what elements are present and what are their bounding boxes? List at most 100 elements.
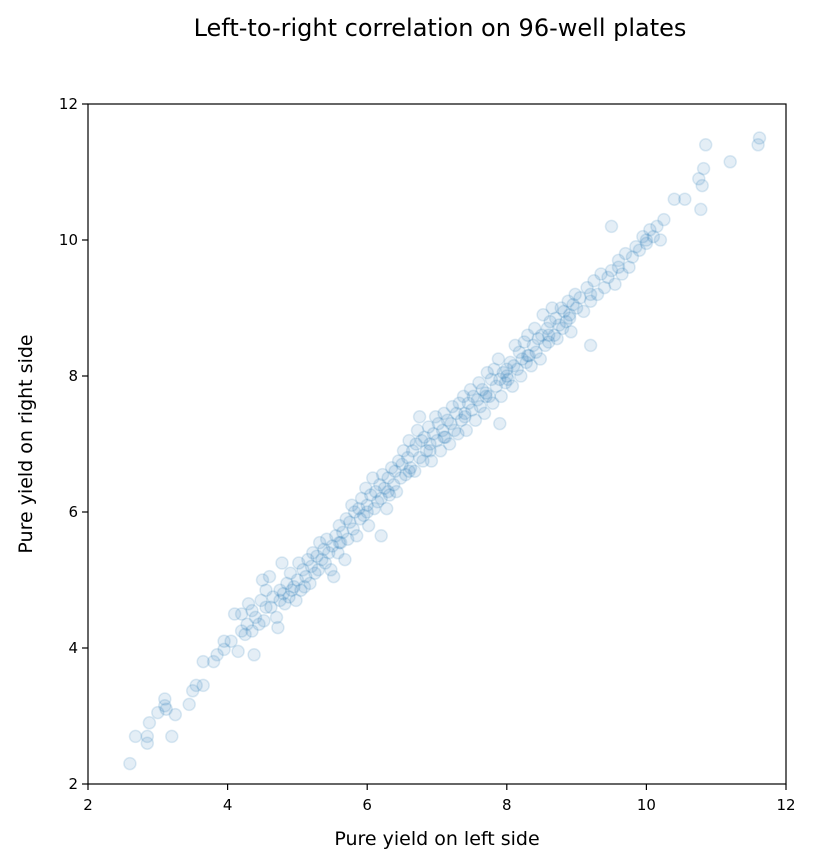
scatter-point [319,532,334,546]
scatter-point [531,331,545,346]
scatter-point [210,648,224,662]
scatter-point [692,172,706,186]
scatter-point [158,699,172,713]
scatter-point [356,508,371,523]
scatter-point [234,607,249,621]
scatter-point [340,532,355,546]
scatter-point [608,277,622,291]
scatter-point [452,396,467,410]
scatter-point [361,518,376,533]
scatter-point [217,634,231,648]
scatter-point [554,301,568,315]
scatter-point [611,260,626,274]
scatter-point [678,192,692,206]
scatter-point [519,355,534,370]
scatter-point [472,376,486,390]
scatter-point [456,389,471,404]
scatter-point [503,355,518,370]
scatter-point [548,311,563,325]
scatter-point [423,444,437,458]
scatter-point [398,467,413,482]
scatter-point [381,484,395,499]
scatter-point [303,576,317,591]
scatter-point [440,413,455,427]
scatter-point [359,481,373,495]
x-tick-label: 6 [362,796,372,814]
scatter-point [409,437,423,451]
scatter-point [416,454,430,468]
scatter-point [333,535,348,550]
scatter-point [477,406,492,421]
scatter-point [245,624,259,638]
scatter-point [151,705,165,720]
scatter-point [269,610,284,625]
scatter-point [285,583,299,597]
scatter-point [564,325,578,339]
scatter-point [625,250,640,264]
scatter-point [377,481,392,495]
scatter-point [360,498,374,512]
scatter-point [510,362,525,376]
scatter-point [400,450,415,465]
x-tick-label: 8 [502,796,512,814]
y-tick-label: 2 [68,775,78,793]
scatter-point [540,321,555,336]
scatter-point [562,311,577,325]
scatter-point [322,546,336,560]
scatter-point [437,430,451,444]
scatter-point [381,471,395,485]
scatter-point [555,321,570,336]
scatter-point [466,389,481,404]
plot-frame [87,103,787,785]
scatter-point [248,610,263,625]
scatter-point [473,399,488,414]
scatter-point [393,471,408,485]
scatter-point [382,488,397,502]
scatter-point [442,437,457,451]
scatter-point [500,369,514,383]
scatter-point [304,559,319,574]
scatter-point [451,427,465,441]
scatter-point [480,365,495,380]
scatter-point [276,586,291,601]
scatter-point [410,423,425,438]
scatter-point [308,566,322,580]
scatter-point [583,294,598,308]
scatter-point [412,410,427,424]
scatter-point [470,393,485,407]
scatter-point [696,161,711,176]
scatter-point [360,505,374,519]
scatter-point [259,583,273,597]
scatter-point [395,457,409,472]
scatter-point [386,478,401,492]
scatter-point [325,539,340,553]
scatter-point [366,471,380,485]
scatter-point [611,253,626,268]
scatter-point [332,518,347,533]
scatter-point [431,416,446,431]
scatter-point [206,654,221,669]
scatter-point [447,423,462,438]
scatter-point [590,287,605,302]
scatter-point [123,756,137,771]
scatter-point [326,569,341,584]
scatter-point [317,542,331,557]
scatter-point [159,702,173,716]
scatter-point [165,729,179,744]
scatter-point [552,318,566,332]
scatter-point [493,372,507,387]
scatter-point [667,192,682,206]
scatter-point [280,576,294,591]
scatter-point [458,406,472,421]
scatter-point [185,684,200,698]
scatter-point [566,297,580,312]
scatter-point [324,563,338,577]
scatter-point [417,430,432,444]
scatter-point [290,573,305,587]
scatter-point [240,617,254,631]
scatter-point [514,369,528,383]
y-tick-label: 4 [68,639,78,657]
scatter-point [345,498,359,512]
scatter-point [278,597,292,611]
